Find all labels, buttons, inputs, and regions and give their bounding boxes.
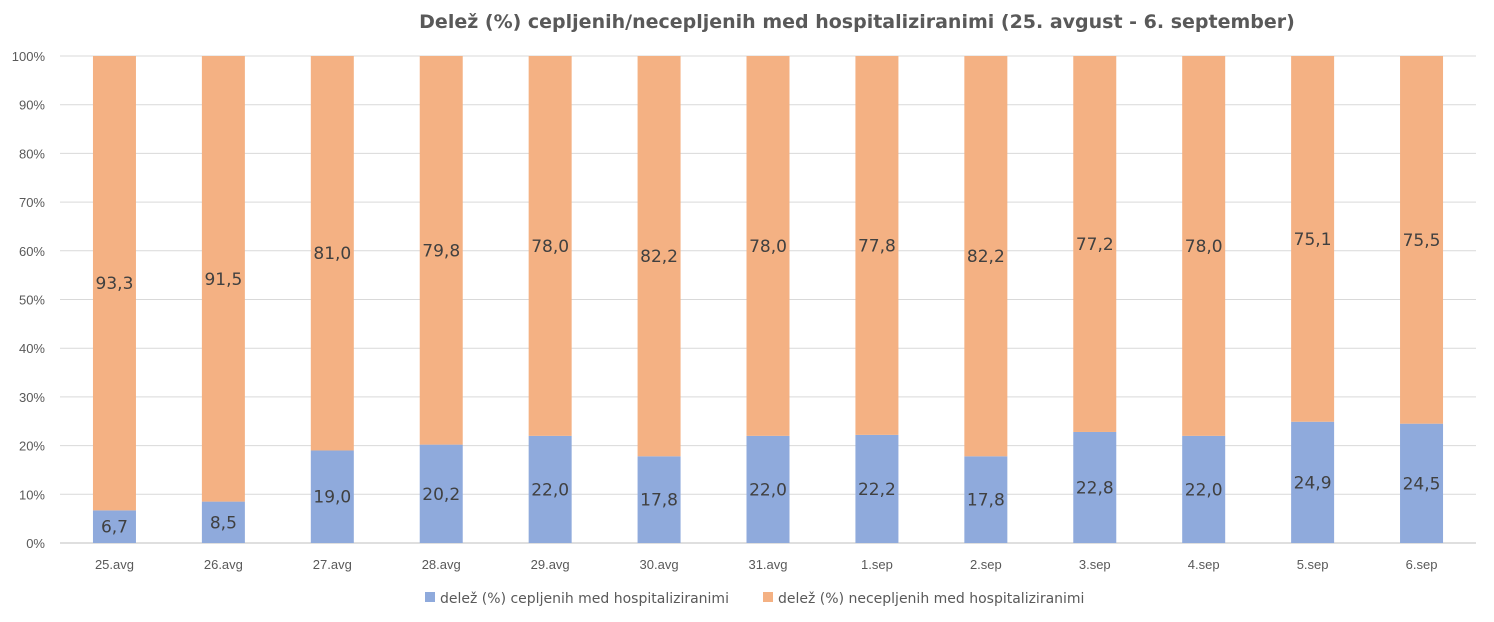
data-label: 24,5	[1403, 474, 1441, 494]
bar-segment-vaccinated	[528, 435, 572, 543]
bar-segment-vaccinated	[419, 444, 463, 543]
bar-segment-vaccinated	[637, 456, 681, 543]
data-label: 8,5	[210, 513, 237, 533]
bar-segment-unvaccinated	[1073, 56, 1117, 432]
bar-segment-unvaccinated	[419, 56, 463, 445]
x-tick-label: 27.avg	[313, 557, 352, 572]
bar-segment-vaccinated	[964, 456, 1008, 543]
x-tick-label: 4.sep	[1188, 557, 1220, 572]
data-label: 91,5	[204, 270, 242, 290]
data-label: 22,2	[858, 480, 896, 500]
data-label: 24,9	[1294, 473, 1332, 493]
y-tick-label: 10%	[19, 487, 45, 502]
chart-title: Delež (%) cepljenih/necepljenih med hosp…	[419, 11, 1295, 33]
x-tick-label: 29.avg	[531, 557, 570, 572]
data-label: 17,8	[967, 491, 1005, 511]
legend-swatch-vaccinated	[425, 592, 435, 602]
bars: 6,7 93,3 8,5 91,5 19,0 81,0 20,2 79,8 22,0 78,0 17…	[92, 56, 1444, 543]
y-tick-label: 90%	[19, 98, 45, 113]
bar-segment-unvaccinated	[528, 56, 572, 436]
bar-segment-unvaccinated	[1182, 56, 1226, 436]
x-tick-label: 5.sep	[1297, 557, 1329, 572]
y-tick-label: 40%	[19, 341, 45, 356]
legend: delež (%) cepljenih med hospitaliziranim…	[425, 591, 1084, 607]
bar-segment-unvaccinated	[637, 56, 681, 457]
bar-segment-vaccinated	[310, 450, 354, 543]
bar-segment-vaccinated	[1073, 431, 1117, 543]
legend-label-unvaccinated: delež (%) necepljenih med hospitaliziran…	[778, 591, 1084, 607]
data-label: 22,0	[1185, 480, 1223, 500]
data-label: 22,8	[1076, 478, 1114, 498]
bar-segment-vaccinated	[1182, 435, 1226, 543]
data-label: 81,0	[313, 244, 351, 264]
data-label: 20,2	[422, 485, 460, 505]
bar-segment-unvaccinated	[855, 56, 899, 435]
data-label: 78,0	[1185, 237, 1223, 257]
x-tick-label: 6.sep	[1406, 557, 1438, 572]
data-label: 79,8	[422, 241, 460, 261]
y-axis: 0% 10% 20% 30% 40% 50% 60% 70% 80% 90% 100%	[12, 49, 46, 551]
data-label: 75,1	[1294, 230, 1332, 250]
bar-segment-vaccinated	[92, 510, 136, 543]
bar-segment-unvaccinated	[201, 56, 245, 502]
x-tick-label: 26.avg	[204, 557, 243, 572]
y-tick-label: 0%	[26, 536, 45, 551]
y-tick-label: 60%	[19, 244, 45, 259]
data-label: 93,3	[96, 274, 134, 294]
y-tick-label: 30%	[19, 390, 45, 405]
data-label: 77,2	[1076, 235, 1114, 255]
y-tick-label: 70%	[19, 195, 45, 210]
x-tick-label: 31.avg	[748, 557, 787, 572]
x-tick-label: 28.avg	[422, 557, 461, 572]
bar-segment-unvaccinated	[92, 56, 136, 511]
y-tick-label: 20%	[19, 439, 45, 454]
legend-label-vaccinated: delež (%) cepljenih med hospitaliziranim…	[440, 591, 729, 607]
x-tick-label: 2.sep	[970, 557, 1002, 572]
bar-segment-unvaccinated	[1291, 56, 1335, 422]
data-label: 75,5	[1403, 231, 1441, 251]
legend-swatch-unvaccinated	[763, 592, 773, 602]
x-tick-label: 3.sep	[1079, 557, 1111, 572]
data-label: 17,8	[640, 491, 678, 511]
bar-segment-vaccinated	[1400, 423, 1444, 543]
data-label: 22,0	[531, 480, 569, 500]
y-tick-label: 80%	[19, 146, 45, 161]
bar-segment-unvaccinated	[310, 56, 354, 451]
data-label: 82,2	[640, 247, 678, 267]
bar-segment-unvaccinated	[964, 56, 1008, 457]
bar-segment-unvaccinated	[1400, 56, 1444, 424]
y-tick-label: 100%	[12, 49, 46, 64]
x-tick-label: 1.sep	[861, 557, 893, 572]
data-label: 19,0	[313, 488, 351, 508]
x-tick-label: 30.avg	[640, 557, 679, 572]
x-tick-label: 25.avg	[95, 557, 134, 572]
data-label: 78,0	[749, 237, 787, 257]
y-tick-label: 50%	[19, 293, 45, 308]
data-label: 78,0	[531, 237, 569, 257]
data-label: 77,8	[858, 236, 896, 256]
bar-segment-vaccinated	[201, 501, 245, 543]
data-label: 82,2	[967, 247, 1005, 267]
data-label: 22,0	[749, 480, 787, 500]
bar-segment-unvaccinated	[746, 56, 790, 436]
bar-segment-vaccinated	[746, 435, 790, 543]
x-axis: 25.avg 26.avg 27.avg 28.avg 29.avg 30.avg 31.a…	[95, 557, 1438, 572]
bar-segment-vaccinated	[1291, 421, 1335, 543]
data-label: 6,7	[101, 518, 128, 538]
bar-segment-vaccinated	[855, 434, 899, 543]
